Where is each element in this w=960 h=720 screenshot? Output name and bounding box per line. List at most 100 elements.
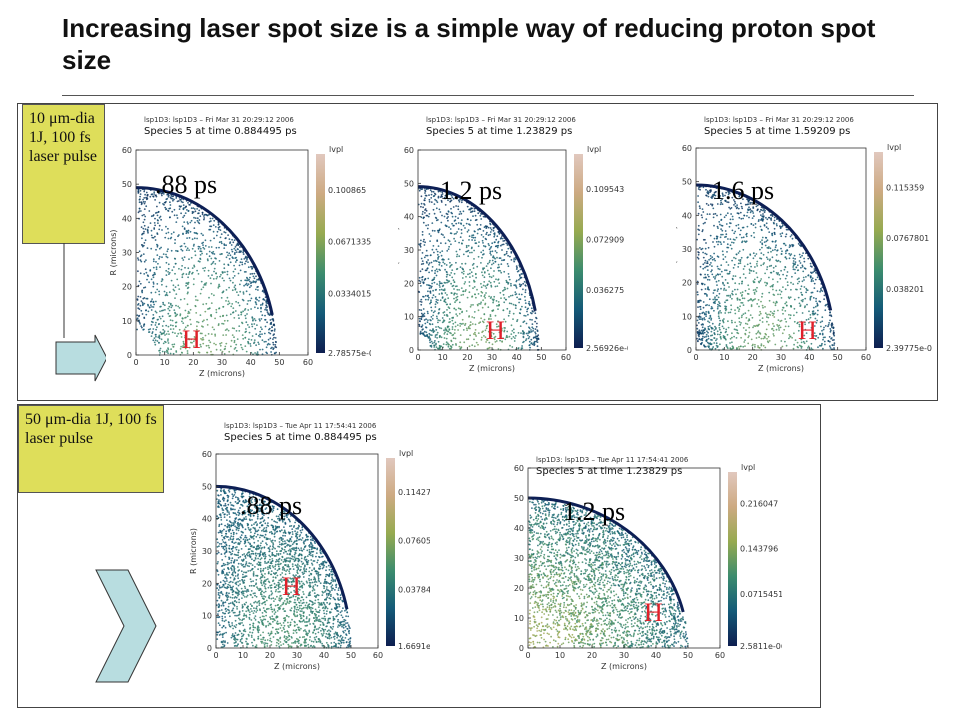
scatter-point <box>714 325 716 328</box>
scatter-point <box>201 252 203 255</box>
scatter-point <box>770 219 773 221</box>
scatter-point <box>489 231 492 233</box>
scatter-point <box>748 206 750 209</box>
scatter-point <box>285 570 287 572</box>
scatter-point <box>203 248 206 250</box>
scatter-point <box>439 269 441 272</box>
scatter-point <box>701 247 704 250</box>
scatter-point <box>443 314 446 316</box>
scatter-point <box>233 247 236 250</box>
scatter-point <box>430 190 433 193</box>
scatter-point <box>801 312 804 314</box>
scatter-point <box>515 293 518 295</box>
scatter-point <box>227 329 230 332</box>
scatter-point <box>431 342 434 345</box>
scatter-point <box>487 347 490 350</box>
scatter-point <box>196 299 199 302</box>
scatter-point <box>469 321 472 323</box>
scatter-point <box>245 614 248 617</box>
scatter-point <box>733 263 736 266</box>
scatter-point <box>740 256 743 259</box>
scatter-point <box>734 230 737 233</box>
scatter-point <box>157 336 160 338</box>
scatter-point <box>448 343 450 346</box>
scatter-point <box>149 222 152 224</box>
scatter-point <box>220 519 223 521</box>
scatter-point <box>227 489 230 492</box>
scatter-point <box>713 332 716 334</box>
scatter-point <box>439 196 442 198</box>
scatter-point <box>439 319 441 322</box>
scatter-point <box>780 297 783 299</box>
scatter-point <box>764 312 767 315</box>
scatter-point <box>823 340 826 343</box>
scatter-point <box>733 335 735 338</box>
scatter-point <box>444 301 447 304</box>
scatter-point <box>784 340 786 343</box>
scatter-point <box>765 222 768 225</box>
scatter-point <box>728 206 730 209</box>
scatter-point <box>272 320 275 322</box>
scatter-point <box>217 541 219 544</box>
scatter-point <box>805 340 808 343</box>
scatter-point <box>268 343 271 346</box>
scatter-point <box>447 211 450 213</box>
scatter-point <box>420 309 423 312</box>
scatter-point <box>254 306 256 309</box>
scatter-point <box>169 315 172 317</box>
colorbar-tick-label: 0.109543 <box>586 185 624 194</box>
scatter-point <box>748 299 751 301</box>
scatter-point <box>454 285 457 288</box>
scatter-point <box>507 273 510 275</box>
scatter-point <box>505 252 508 255</box>
scatter-point <box>195 328 198 331</box>
scatter-point <box>432 331 435 334</box>
scatter-point <box>476 288 478 291</box>
scatter-point <box>289 609 292 611</box>
scatter-point <box>277 642 280 645</box>
scatter-point <box>497 241 499 244</box>
scatter-point <box>218 246 220 249</box>
scatter-point <box>768 299 771 302</box>
scatter-point <box>225 314 228 317</box>
scatter-point <box>720 219 723 221</box>
scatter-point <box>739 305 741 308</box>
scatter-point <box>460 222 462 225</box>
scatter-point <box>723 336 726 338</box>
scatter-point <box>829 330 832 333</box>
scatter-point <box>732 267 735 269</box>
scatter-point <box>491 298 494 301</box>
scatter-point <box>166 250 169 253</box>
scatter-point <box>719 203 722 206</box>
scatter-point <box>829 328 832 330</box>
scatter-point <box>493 232 495 235</box>
scatter-point <box>139 304 142 307</box>
scatter-point <box>814 278 817 281</box>
scatter-point <box>443 337 446 339</box>
scatter-point <box>729 337 732 340</box>
scatter-point <box>242 251 245 254</box>
scatter-point <box>749 203 751 205</box>
scatter-point <box>138 314 141 317</box>
scatter-point <box>464 281 467 283</box>
scatter-point <box>749 254 752 256</box>
y-tick-label: 30 <box>682 245 692 254</box>
scatter-point <box>477 212 480 215</box>
scatter-point <box>748 335 750 337</box>
scatter-point <box>788 244 791 247</box>
scatter-point <box>721 275 724 278</box>
scatter-point <box>453 220 456 222</box>
scatter-point <box>734 239 736 241</box>
scatter-point <box>181 225 184 228</box>
scatter-point <box>514 284 517 286</box>
scatter-point <box>220 342 223 344</box>
scatter-point <box>237 243 240 246</box>
scatter-point <box>434 310 436 312</box>
scatter-point <box>798 325 801 328</box>
scatter-point <box>175 304 177 307</box>
scatter-point <box>457 222 460 224</box>
scatter-point <box>468 291 471 294</box>
scatter-point <box>444 331 446 334</box>
scatter-point <box>698 329 701 332</box>
scatter-point <box>768 246 770 248</box>
